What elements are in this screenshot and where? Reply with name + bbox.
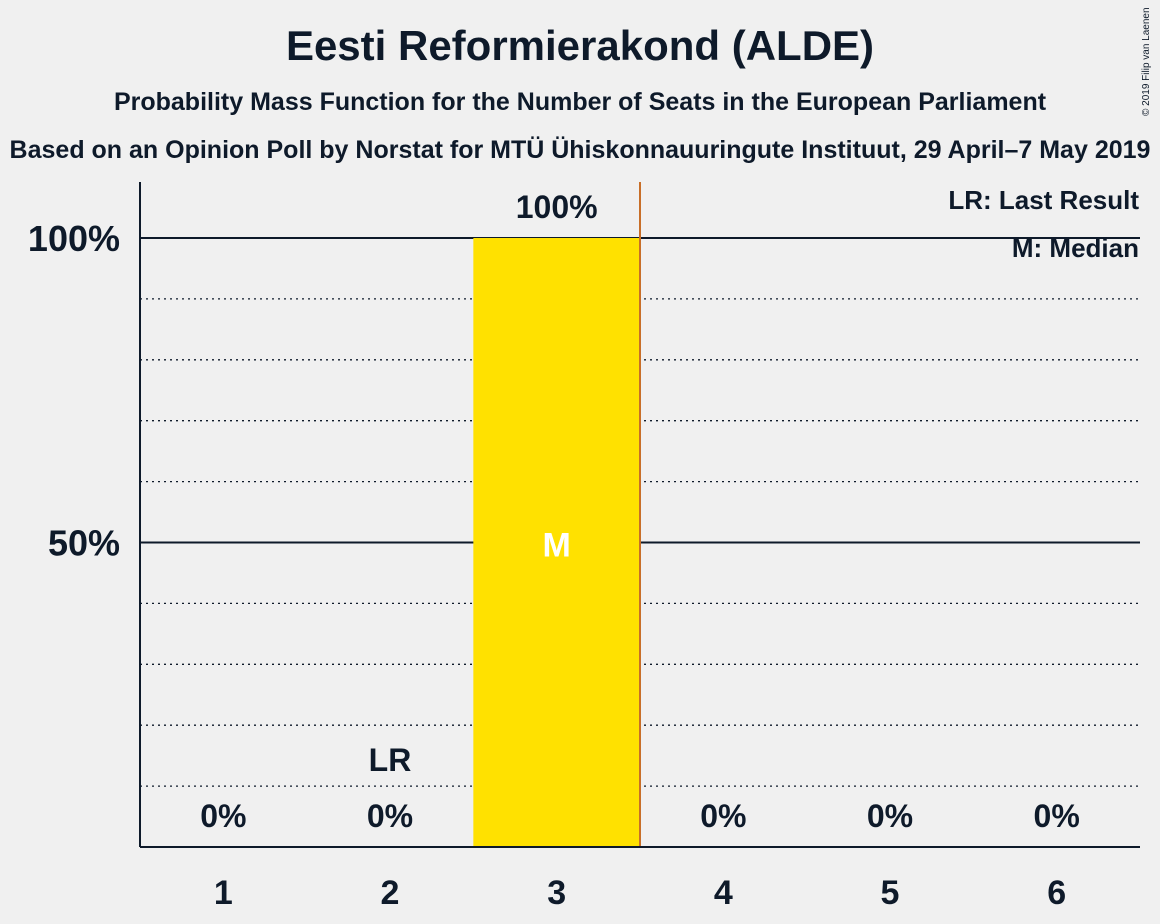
x-tick-label: 4 — [714, 874, 733, 912]
chart-source: Based on an Opinion Poll by Norstat for … — [9, 136, 1151, 164]
bar-value-label: 0% — [1034, 798, 1080, 834]
x-tick-label: 5 — [881, 874, 900, 912]
bar-value-label: 0% — [867, 798, 913, 834]
x-tick-label: 6 — [1047, 874, 1066, 912]
bar-value-label: 0% — [367, 798, 413, 834]
x-tick-label: 3 — [547, 874, 566, 912]
bar-seat-3 — [473, 238, 640, 847]
y-tick-label: 50% — [48, 523, 120, 564]
x-tick-label: 2 — [381, 874, 400, 912]
bar-value-label: 0% — [700, 798, 746, 834]
bar-value-label: 0% — [200, 798, 246, 834]
bar-value-label: 100% — [516, 189, 598, 225]
x-tick-label: 1 — [214, 874, 233, 912]
median-marker: M — [543, 527, 571, 565]
chart-subtitle: Probability Mass Function for the Number… — [113, 88, 1047, 116]
last-result-marker: LR — [369, 742, 412, 778]
legend-last-result: LR: Last Result — [948, 185, 1139, 215]
chart-title: Eesti Reformierakond (ALDE) — [285, 22, 875, 69]
y-tick-label: 100% — [28, 218, 120, 259]
legend-median: M: Median — [1012, 233, 1139, 263]
